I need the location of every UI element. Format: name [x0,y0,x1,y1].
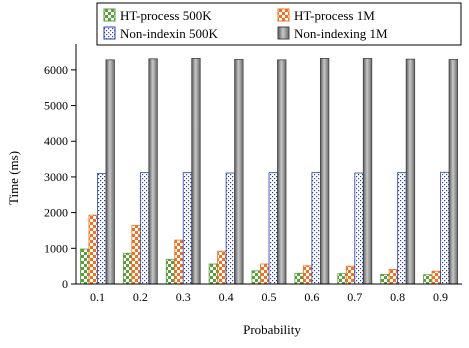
bar-4-0.3 [191,58,201,285]
bar-4-0.5 [277,59,287,285]
y-tick-label: 1000 [44,241,68,255]
legend: HT-process 500K HT-process 1M Non-indexin … [96,2,462,46]
bar-1-0.3 [165,258,176,285]
bar-1-0.6 [294,272,304,285]
x-tick-label: 0.3 [176,290,191,304]
bar-4-0.2 [148,58,158,285]
x-tick-label: 0.8 [390,290,405,304]
bar-2-0.5 [260,263,270,285]
legend-swatch [277,8,290,22]
legend-label: Non-indexin 500K [120,26,218,41]
x-tick-label: 0.1 [90,290,105,304]
bar-1-0.9 [423,274,433,285]
x-tick-label: 0.2 [133,290,148,304]
bar-3-0.9 [440,171,450,285]
bar-2-0.6 [302,265,313,285]
y-tick-label: 4000 [44,134,68,148]
bar-4-0.8 [405,58,416,285]
legend-swatch [277,26,290,40]
bar-2-0.1 [88,214,98,285]
bar-2-0.4 [217,250,227,285]
legend-swatch [103,8,116,22]
bar-1-0.8 [380,273,390,285]
bar-2-0.2 [131,225,141,285]
x-tick-label: 0.6 [304,290,319,304]
y-tick-label: 6000 [44,63,68,77]
bar-3-0.4 [225,172,236,285]
bar-3-0.6 [311,172,321,285]
bar-2-0.7 [345,265,356,285]
bar-3-0.3 [182,172,193,285]
x-tick-label: 0.5 [262,290,277,304]
y-tick-label: 5000 [44,99,68,113]
bar-1-0.1 [80,248,90,285]
x-tick-label: 0.7 [347,290,362,304]
bar-2-0.8 [388,268,399,285]
x-tick-label: 0.9 [433,290,448,304]
bar-3-0.8 [397,172,407,285]
bar-1-0.5 [251,270,261,285]
bar-4-0.9 [448,59,458,285]
bar-4-0.1 [105,59,115,285]
bar-2-0.9 [431,270,441,285]
legend-label: HT-process 1M [294,8,375,23]
y-tick-label: 2000 [44,206,68,220]
legend-swatch [103,26,116,40]
bar-3-0.5 [268,172,278,285]
bar-3-0.7 [354,172,364,285]
bar-1-0.4 [208,263,219,285]
y-tick-label: 0 [62,277,68,291]
legend-label: HT-process 500K [120,8,212,23]
bar-4-0.6 [319,58,330,285]
bar-1-0.2 [122,252,133,285]
x-axis-label: Probability [243,322,301,337]
bar-4-0.7 [362,58,373,285]
x-tick-label: 0.4 [219,290,234,304]
bar-3-0.1 [97,172,107,285]
bar-1-0.7 [337,273,347,285]
bar-3-0.2 [139,172,150,285]
bar-4-0.4 [234,59,244,285]
plot-area: 0 1000 2000 3000 4000 5000 6000 0.1 0.2 0.3 0.4 0.5… [44,44,462,304]
legend-label: Non-indexing 1M [294,26,388,41]
y-tick-label: 3000 [44,170,68,184]
y-axis-label: Time (ms) [6,151,21,205]
bar-2-0.3 [174,239,184,285]
